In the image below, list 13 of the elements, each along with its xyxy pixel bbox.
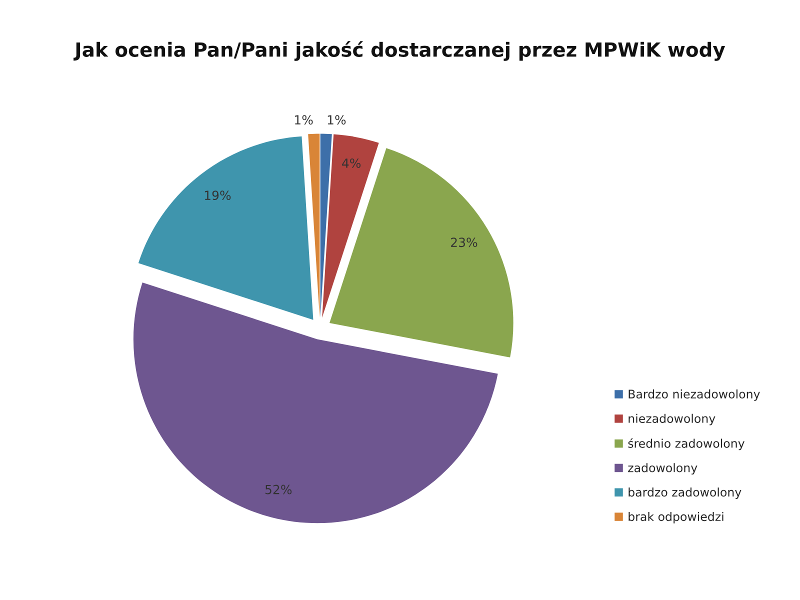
data-label: 1% (328, 115, 346, 125)
legend-label: zadowolony (628, 463, 698, 475)
data-label: 23% (451, 238, 478, 248)
legend-label: niezadowolony (628, 414, 716, 426)
data-label: 19% (204, 190, 231, 200)
legend-label: brak odpowiedzi (628, 512, 724, 524)
legend-label: średnio zadowolony (628, 438, 744, 450)
data-label: 52% (265, 484, 292, 494)
legend-label: bardzo zadowolony (628, 488, 742, 499)
data-label: 1% (295, 115, 313, 125)
legend-label: Bardzo niezadowolony (628, 389, 760, 401)
chart-title: Jak ocenia Pan/Pani jakość dostarczanej przez MPWiK wody (74, 41, 726, 61)
data-label: 4% (342, 158, 361, 168)
